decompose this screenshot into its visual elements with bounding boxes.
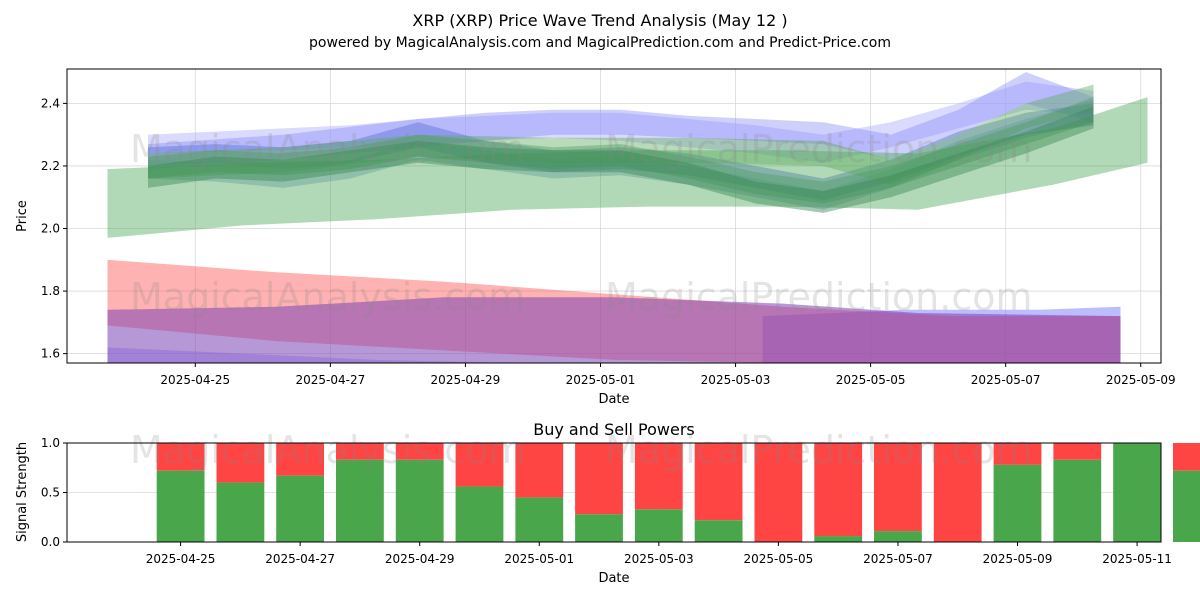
watermark-left-upper: MagicalAnalysis.com xyxy=(130,127,525,171)
sell-power-bar xyxy=(276,443,324,476)
signal-bars xyxy=(156,443,1200,543)
sell-power-bar xyxy=(754,443,803,542)
sell-power-bar xyxy=(156,443,205,471)
buy-power-bar xyxy=(1053,459,1102,543)
watermark-right-upper: MagicalPrediction.com xyxy=(605,127,1033,171)
price-band-7 xyxy=(148,100,1094,210)
buy-power-bar xyxy=(156,470,205,543)
signal-y-tick-label: 1.0 xyxy=(41,436,60,450)
price-x-tick-label: 2025-05-05 xyxy=(836,373,906,387)
sell-power-bar xyxy=(216,443,265,483)
price-band-8 xyxy=(107,97,1148,238)
price-band-5 xyxy=(148,72,1094,170)
price-band-11 xyxy=(148,106,1094,213)
signal-y-tick-label: 0.0 xyxy=(41,535,60,549)
price-x-tick-label: 2025-05-09 xyxy=(1106,373,1176,387)
price-y-ticks: 1.6 1.8 2.0 2.2 2.4 xyxy=(41,96,67,361)
price-x-tick-label: 2025-04-25 xyxy=(160,373,230,387)
price-x-tick-label: 2025-04-29 xyxy=(431,373,501,387)
buy-power-bar xyxy=(993,464,1042,542)
price-x-axis-label: Date xyxy=(598,392,629,407)
sell-power-bar xyxy=(336,443,384,460)
buy-power-bar xyxy=(575,514,623,542)
buy-power-bar xyxy=(874,531,922,543)
price-x-tick-label: 2025-05-03 xyxy=(701,373,771,387)
sell-power-bar xyxy=(874,443,922,532)
signal-y-axis-label: Signal Strength xyxy=(15,442,30,542)
buy-power-bar xyxy=(1113,443,1161,542)
buy-power-bar xyxy=(634,509,683,543)
signal-x-tick-label: 2025-04-29 xyxy=(385,552,455,566)
signal-x-axis-label: Date xyxy=(598,571,629,586)
chart-title: XRP (XRP) Price Wave Trend Analysis (May… xyxy=(412,11,787,30)
price-band-9 xyxy=(148,84,1094,185)
price-y-tick-label: 2.0 xyxy=(41,222,60,236)
price-band-3 xyxy=(107,297,1121,363)
price-x-tick-label: 2025-05-01 xyxy=(566,373,636,387)
sell-power-bar xyxy=(1173,443,1200,471)
watermark-bottom-left: MagicalAnalysis.com xyxy=(130,428,525,472)
watermark-left: MagicalAnalysis.com xyxy=(130,275,525,319)
sell-power-bar xyxy=(1053,443,1102,460)
signal-x-tick-label: 2025-05-05 xyxy=(744,552,814,566)
price-y-tick-label: 1.8 xyxy=(41,284,60,298)
signal-x-tick-label: 2025-05-09 xyxy=(983,552,1053,566)
price-band-10 xyxy=(148,97,1094,204)
watermark-bottom-right: MagicalPrediction.com xyxy=(605,428,1033,472)
buy-power-bar xyxy=(515,497,564,543)
buy-power-bar xyxy=(216,482,265,542)
price-y-tick-label: 2.2 xyxy=(41,159,60,173)
sell-power-bar xyxy=(634,443,683,510)
buy-power-bar xyxy=(814,536,863,542)
price-y-axis-label: Price xyxy=(15,200,30,232)
price-x-tick-label: 2025-05-07 xyxy=(971,373,1041,387)
sell-power-bar xyxy=(814,443,863,537)
sell-power-bar xyxy=(933,443,982,542)
price-band-6 xyxy=(148,103,1094,201)
signal-x-tick-label: 2025-05-01 xyxy=(504,552,574,566)
sell-power-bar xyxy=(575,443,623,515)
price-x-tick-label: 2025-04-27 xyxy=(295,373,365,387)
sell-power-bar xyxy=(694,443,743,521)
sell-power-bar xyxy=(455,443,504,487)
sell-power-bar xyxy=(515,443,564,498)
buy-sell-title: Buy and Sell Powers xyxy=(533,420,695,439)
price-y-tick-label: 2.4 xyxy=(41,96,60,110)
buy-power-bar xyxy=(1173,470,1200,543)
buy-power-bar xyxy=(276,475,324,542)
signal-y-ticks: 0.0 0.5 1.0 xyxy=(41,436,67,549)
sell-power-bar xyxy=(993,443,1042,465)
sell-power-bar xyxy=(395,443,444,460)
signal-x-tick-label: 2025-05-03 xyxy=(624,552,694,566)
buy-power-bar xyxy=(395,459,444,543)
buy-power-bar xyxy=(694,520,743,543)
signal-y-tick-label: 0.5 xyxy=(41,486,60,500)
buy-sell-chart: Buy and Sell Powers MagicalAnalysis.com … xyxy=(15,420,1200,586)
signal-x-tick-label: 2025-04-27 xyxy=(265,552,335,566)
price-y-tick-label: 1.6 xyxy=(41,347,60,361)
buy-power-bar xyxy=(455,486,504,542)
price-band-4 xyxy=(148,81,1094,163)
watermark-right: MagicalPrediction.com xyxy=(605,275,1033,319)
signal-x-tick-label: 2025-04-25 xyxy=(146,552,216,566)
price-x-ticks: 2025-04-25 2025-04-27 2025-04-29 2025-05-01… xyxy=(160,363,1176,387)
price-wave-chart: MagicalAnalysis.com MagicalPrediction.co… xyxy=(15,68,1176,407)
buy-power-bar xyxy=(336,459,384,543)
signal-x-tick-label: 2025-05-11 xyxy=(1102,552,1172,566)
signal-x-ticks: 2025-04-25 2025-04-27 2025-04-29 2025-05-01… xyxy=(146,542,1172,566)
signal-x-tick-label: 2025-05-07 xyxy=(863,552,933,566)
chart-subtitle: powered by MagicalAnalysis.com and Magic… xyxy=(309,35,891,51)
price-plot-frame xyxy=(66,68,1162,364)
price-bands xyxy=(107,72,1148,363)
